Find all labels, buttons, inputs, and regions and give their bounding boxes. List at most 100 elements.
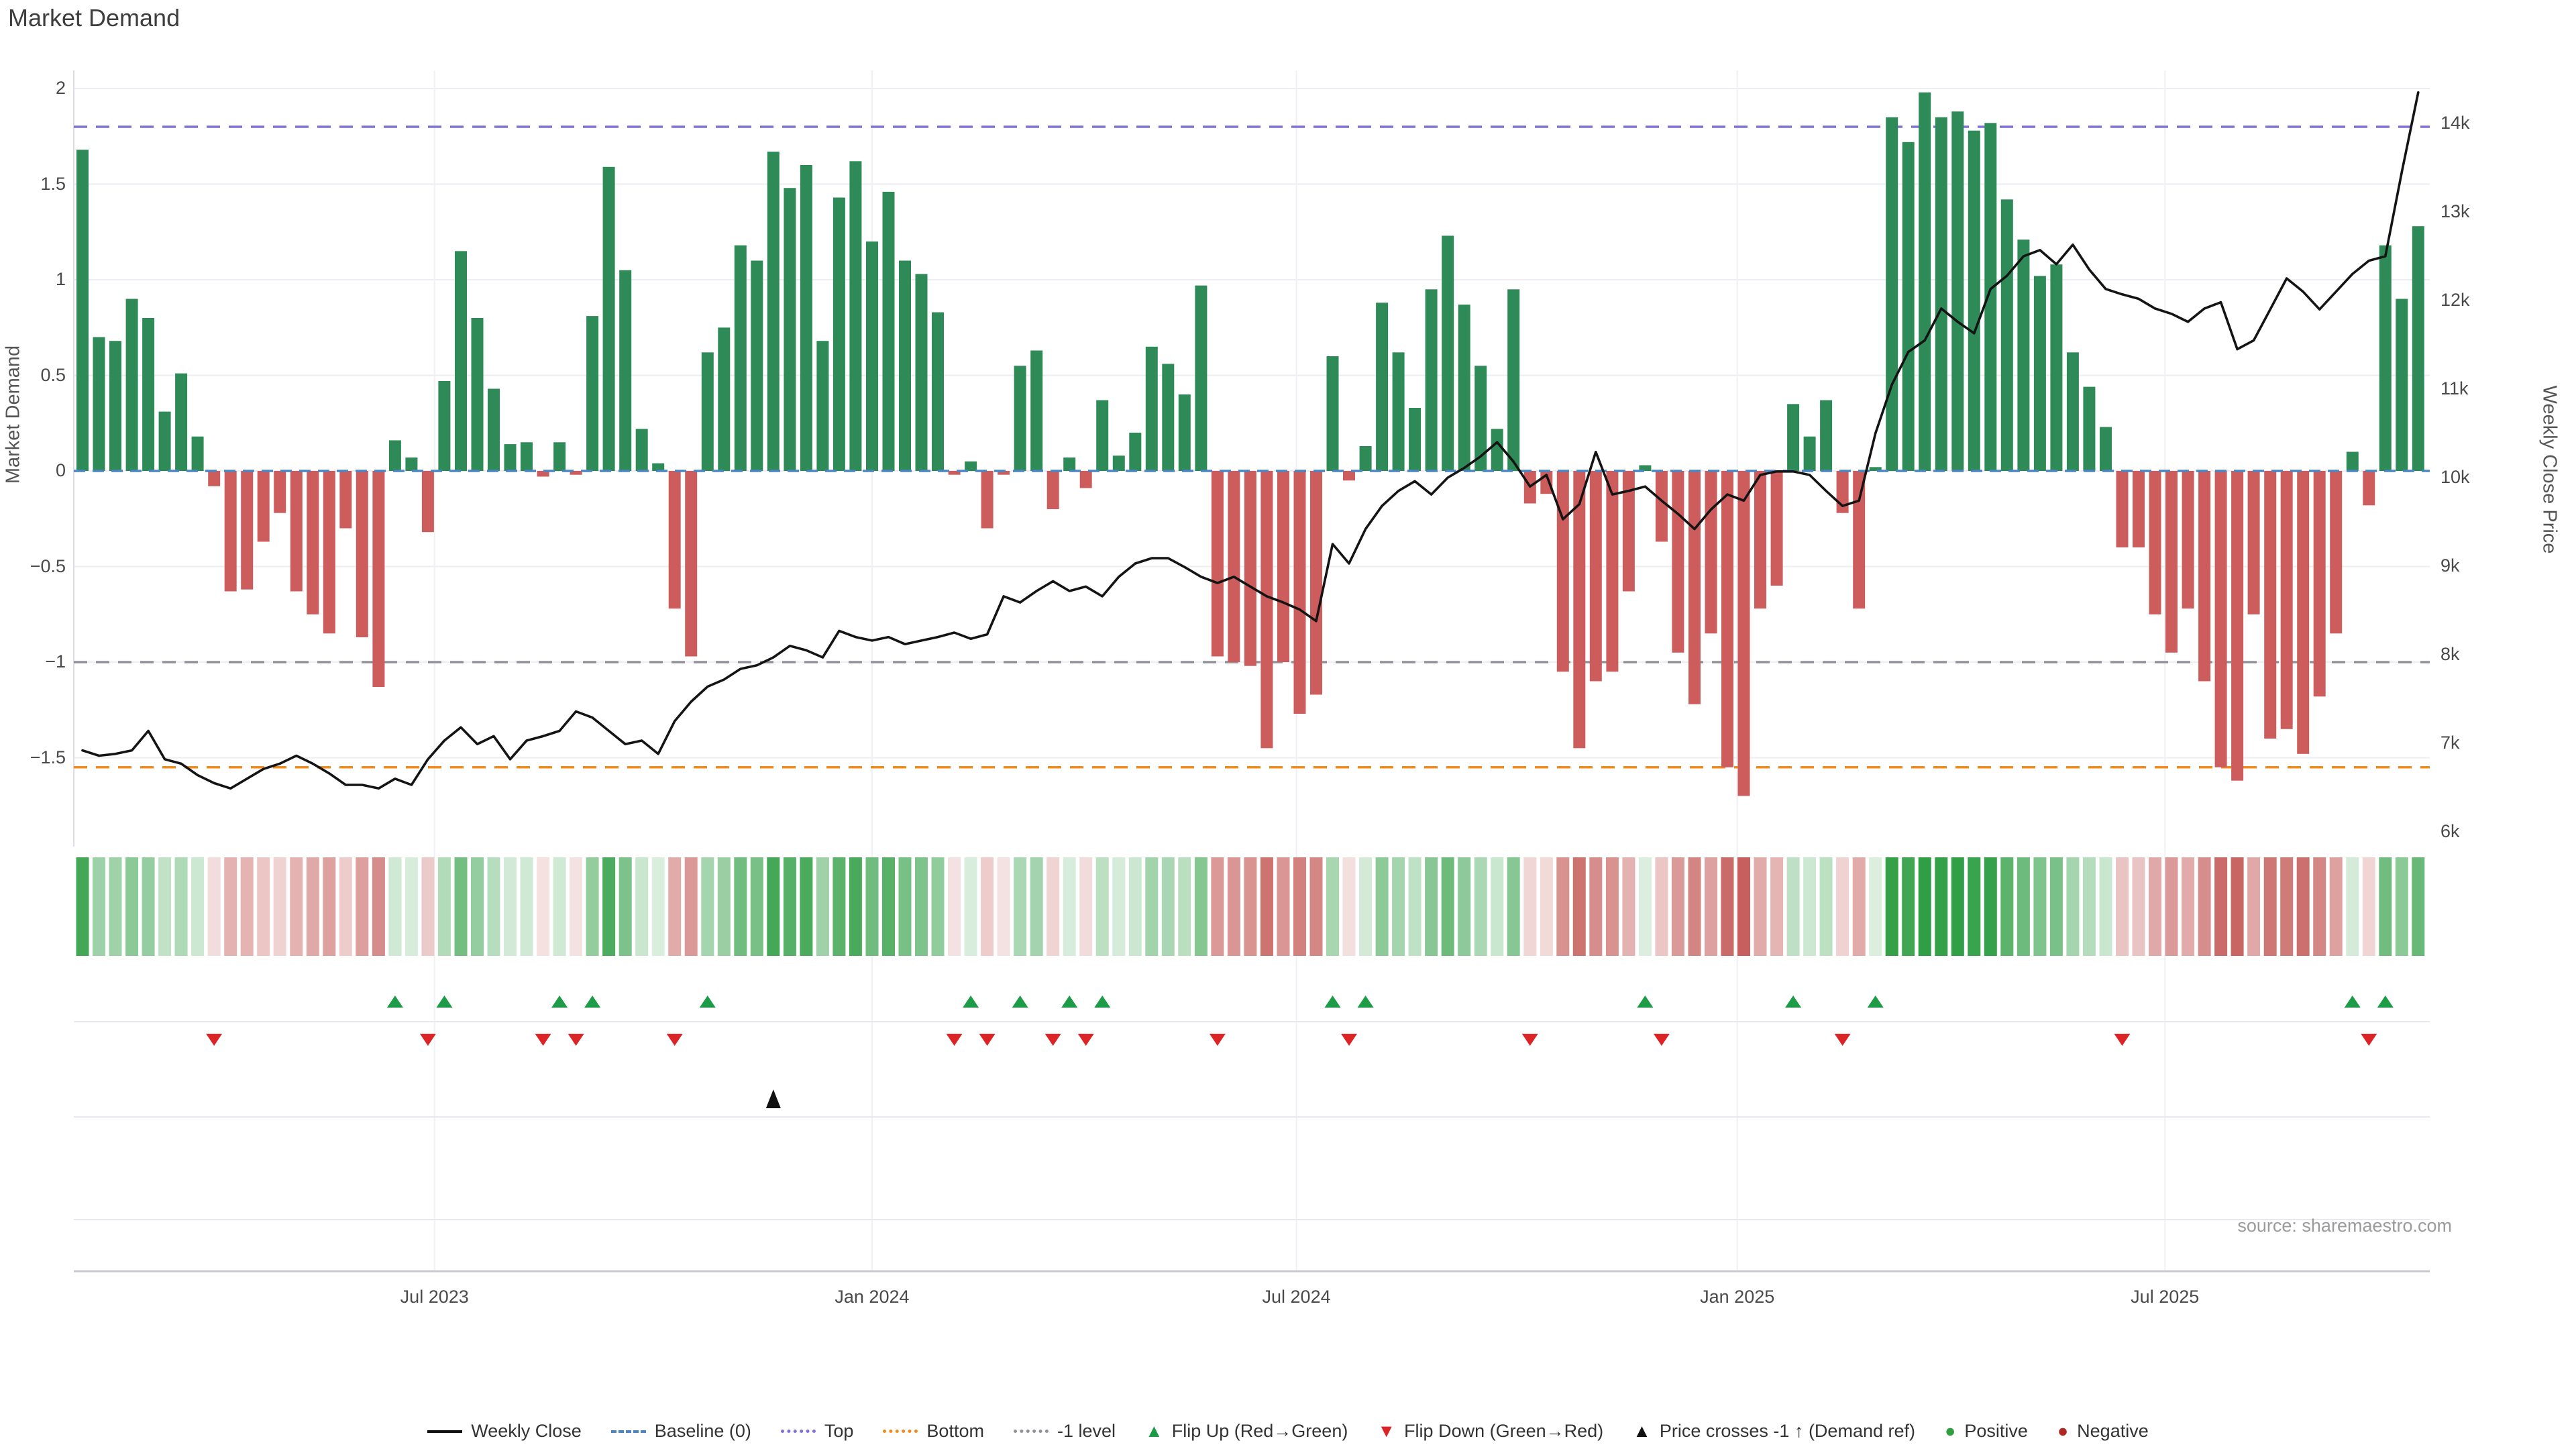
- heatmap-cell: [487, 857, 500, 956]
- heatmap-cell: [931, 857, 945, 956]
- demand-bar: [1458, 305, 1470, 471]
- heatmap-cell: [1326, 857, 1339, 956]
- demand-bar: [685, 471, 698, 657]
- demand-bar: [2379, 245, 2392, 471]
- demand-bar: [1030, 350, 1043, 471]
- demand-bar: [1721, 471, 1733, 767]
- legend-item[interactable]: ● Negative: [2057, 1421, 2149, 1442]
- legend-item[interactable]: ▲ Price crosses -1 ↑ (Demand ref): [1633, 1421, 1915, 1442]
- demand-bar: [1211, 471, 1224, 657]
- heatmap-cell: [1441, 857, 1454, 956]
- heatmap-cell: [2165, 857, 2178, 956]
- heatmap-cell: [1095, 857, 1109, 956]
- heatmap-cell: [1605, 857, 1619, 956]
- flip-up-marker: [2377, 996, 2394, 1008]
- right-axis-title: Weekly Close Price: [2538, 385, 2561, 554]
- demand-bar: [2264, 471, 2277, 739]
- y-axis-tick-label-right: 6k: [2440, 821, 2460, 841]
- demand-bar: [1869, 467, 1882, 471]
- heatmap-cell: [504, 857, 517, 956]
- heatmap-cell: [1770, 857, 1784, 956]
- y-axis-tick-label-right: 13k: [2440, 201, 2470, 221]
- heatmap-cell: [2182, 857, 2195, 956]
- heatmap-cell: [2017, 857, 2030, 956]
- circle-icon: ●: [1945, 1421, 1956, 1441]
- flip-up-marker: [1094, 996, 1111, 1008]
- heatmap-cell: [2280, 857, 2294, 956]
- triangle-up-icon: ▲: [1633, 1421, 1651, 1441]
- heatmap-cell: [1705, 857, 1717, 956]
- demand-bar: [1589, 471, 1602, 682]
- legend-item[interactable]: Weekly Close: [427, 1421, 582, 1442]
- demand-bar: [257, 471, 270, 542]
- demand-bar: [1442, 235, 1454, 471]
- demand-bar: [1737, 471, 1750, 796]
- heatmap-cell: [388, 857, 402, 956]
- flip-up-marker: [2344, 996, 2361, 1008]
- heatmap-cell: [323, 857, 336, 956]
- heatmap-cell: [1688, 857, 1701, 956]
- demand-bar: [2313, 471, 2326, 697]
- demand-bar: [849, 161, 862, 472]
- heatmap-cell: [717, 857, 731, 956]
- legend-item-label: Baseline (0): [654, 1421, 751, 1441]
- heatmap-cell: [1638, 857, 1652, 956]
- heatmap-cell: [1392, 857, 1405, 956]
- demand-bar: [1195, 285, 1208, 471]
- demand-bar: [553, 442, 566, 472]
- heatmap-cell: [1063, 857, 1076, 956]
- demand-bar: [356, 471, 368, 637]
- legend-item-label: Positive: [1964, 1421, 2028, 1441]
- legend-dotted-swatch-icon: [883, 1430, 918, 1433]
- heatmap-cell: [1819, 857, 1833, 956]
- legend-item[interactable]: Baseline (0): [610, 1421, 751, 1442]
- heatmap-cell: [520, 857, 533, 956]
- price-line: [81, 91, 2420, 790]
- heatmap-cell: [1589, 857, 1603, 956]
- legend-item[interactable]: -1 level: [1013, 1421, 1116, 1442]
- legend-item[interactable]: ● Positive: [1945, 1421, 2028, 1442]
- heatmap-cell: [240, 857, 254, 956]
- flip-up-marker: [699, 996, 716, 1008]
- heatmap-cell: [2099, 857, 2112, 956]
- demand-bar: [1951, 111, 1964, 471]
- legend-item[interactable]: ▼ Flip Down (Green→Red): [1377, 1421, 1603, 1442]
- heatmap-cell: [2231, 857, 2244, 956]
- y-axis-tick-label-right: 10k: [2440, 467, 2470, 487]
- heatmap-cell: [1918, 857, 1931, 956]
- demand-bar: [1803, 436, 1816, 471]
- heatmap-cell: [2362, 857, 2375, 956]
- heatmap-cell: [1836, 857, 1849, 956]
- flip-up-marker: [1785, 996, 1802, 1008]
- demand-bar: [2182, 471, 2194, 609]
- demand-bar: [1376, 303, 1389, 471]
- heatmap-cell: [948, 857, 961, 956]
- demand-bar: [767, 152, 780, 471]
- demand-bar: [2000, 199, 2013, 471]
- flip-down-marker: [946, 1034, 963, 1046]
- legend-item[interactable]: ▲ Flip Up (Red→Green): [1145, 1421, 1348, 1442]
- demand-bar: [751, 260, 763, 471]
- demand-bar: [191, 436, 204, 471]
- heatmap-cell: [981, 857, 994, 956]
- legend-item[interactable]: Bottom: [883, 1421, 984, 1442]
- heatmap-cell: [997, 857, 1010, 956]
- demand-bar: [2247, 471, 2260, 614]
- heatmap-cell: [224, 857, 237, 956]
- demand-bar: [1277, 471, 1289, 662]
- heatmap-cell: [437, 857, 451, 956]
- heatmap-cell: [1458, 857, 1471, 956]
- heatmap-cell: [372, 857, 385, 956]
- heatmap-cell: [2132, 857, 2145, 956]
- heatmap-cell: [2049, 857, 2063, 956]
- left-axis-title: Market Demand: [2, 345, 24, 484]
- legend-dotted-swatch-icon: [780, 1430, 816, 1433]
- legend-item[interactable]: Top: [780, 1421, 853, 1442]
- y-axis-tick-label-right: 9k: [2440, 555, 2460, 576]
- demand-bar: [323, 471, 335, 634]
- demand-bar: [1984, 123, 1997, 472]
- heatmap-cell: [1902, 857, 1915, 956]
- y-axis-tick-label-left: 1.5: [40, 173, 66, 194]
